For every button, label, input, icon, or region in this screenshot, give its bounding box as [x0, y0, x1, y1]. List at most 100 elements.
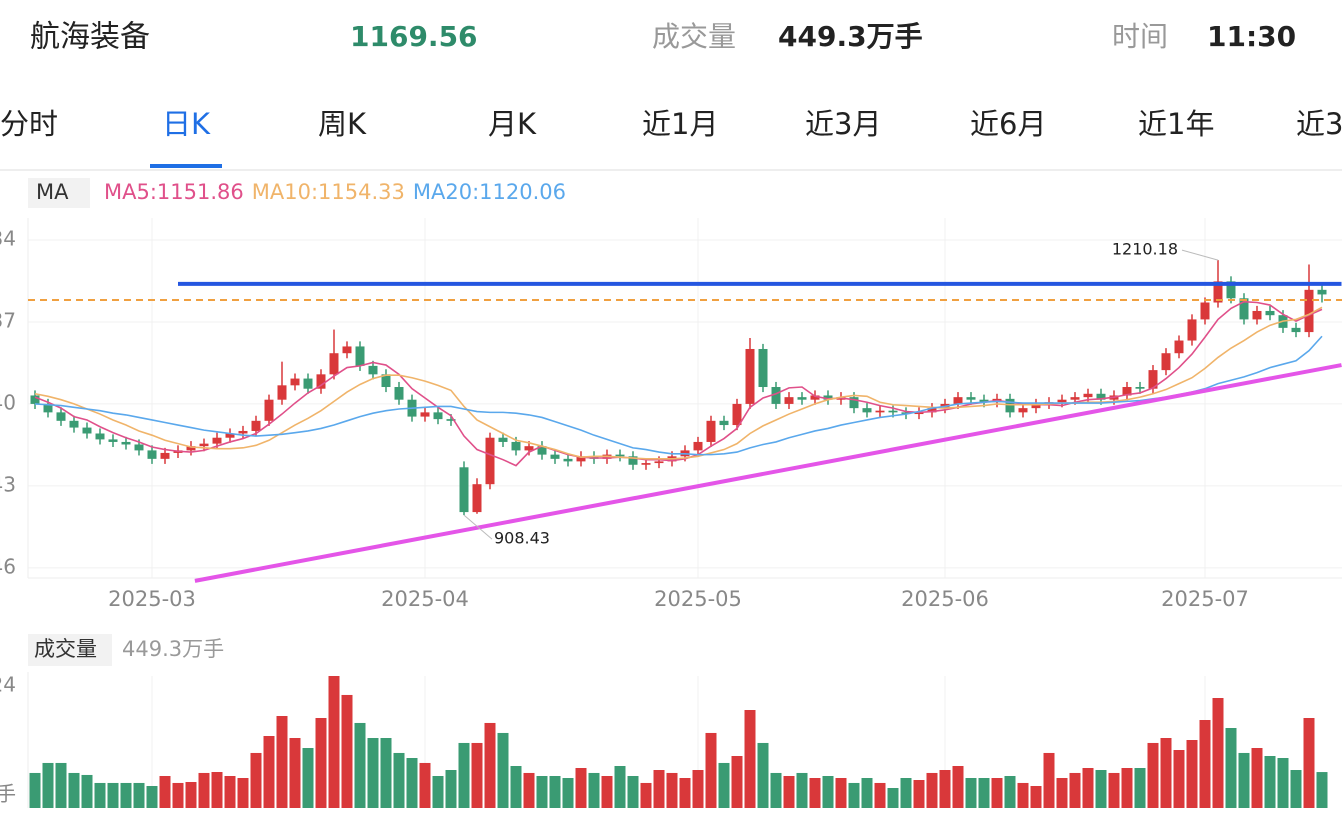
candle-body [862, 408, 872, 413]
candle-body [1096, 393, 1106, 400]
candle-body [745, 348, 755, 404]
candle-body [615, 454, 625, 457]
candle-body [1226, 281, 1236, 299]
volume-bar [263, 736, 275, 808]
candle-body [810, 395, 820, 400]
volume-bar [796, 772, 808, 808]
volume-bar [744, 710, 756, 808]
volume-bar [848, 782, 860, 808]
volume-bar [107, 782, 119, 808]
tab-underline [150, 164, 222, 168]
candle-body [69, 420, 79, 428]
legend-entry: MA10:1154.33 [252, 180, 405, 204]
tab[interactable]: 日K [162, 107, 211, 141]
volume-bar [1004, 776, 1016, 808]
tab[interactable]: 月K [488, 107, 537, 141]
volume-bar [1056, 778, 1068, 808]
volume-bar [55, 762, 67, 808]
volume-legend: 449.3万手 [122, 637, 224, 661]
candle-body [290, 378, 300, 386]
volume-bar [341, 694, 353, 808]
candle-body [875, 410, 885, 413]
volume-bar [315, 718, 327, 808]
candle-body [1304, 289, 1314, 333]
candle-body [1070, 397, 1080, 400]
candle-body [1317, 289, 1327, 295]
volume-bar [289, 738, 301, 808]
leader-line [463, 514, 493, 540]
candle-body [784, 397, 794, 404]
volume-bar [562, 778, 574, 808]
tab[interactable]: 近3 [1296, 107, 1342, 141]
tab[interactable]: 近1年 [1138, 107, 1214, 141]
candle-body [1161, 353, 1171, 371]
volume-bar [1290, 770, 1302, 808]
candle-body [1252, 310, 1262, 320]
volume-bar [1303, 718, 1315, 808]
x-tick-label: 2025-06 [901, 587, 989, 611]
volume-bar [445, 770, 457, 808]
tab[interactable]: 近3月 [805, 107, 881, 141]
candle-body [355, 346, 365, 366]
volume-bar [900, 778, 912, 808]
volume-bar [926, 772, 938, 808]
volume-bar [965, 778, 977, 808]
volume-bar [1225, 728, 1237, 808]
volume-bar [1121, 768, 1133, 808]
candle-body [1291, 327, 1301, 333]
volume-bar [198, 772, 210, 808]
extreme-label: 908.43 [494, 529, 550, 548]
volume-bar [1082, 768, 1094, 808]
volume-bar [1017, 782, 1029, 808]
volume-bar [783, 776, 795, 808]
volume-bar [250, 752, 262, 808]
candle-body [95, 433, 105, 440]
candle-body [472, 484, 482, 513]
candle-body [732, 403, 742, 426]
volume-label: 成交量 [652, 20, 736, 53]
volume-bar [484, 722, 496, 808]
volume-bar [276, 716, 288, 808]
stock-name: 航海装备 [30, 20, 150, 55]
volume-bar [978, 778, 990, 808]
candle-body [134, 444, 144, 451]
candle-body [1135, 387, 1145, 389]
y-tick-label: 1524 [0, 673, 16, 697]
volume-bar [94, 782, 106, 808]
candle-body [654, 461, 664, 464]
volume-bar [510, 766, 522, 808]
candle-body [1018, 408, 1028, 413]
volume-bar [731, 756, 743, 808]
y-tick-label: 846 [0, 554, 16, 578]
candle-body [1005, 398, 1015, 413]
volume-bar [1173, 750, 1185, 808]
candle-body [147, 450, 157, 459]
candle-body [498, 437, 508, 442]
ma-line [34, 300, 1323, 467]
volume-bar [614, 766, 626, 808]
volume-bar [1199, 720, 1211, 808]
volume-bar [120, 782, 132, 808]
candle-body [186, 446, 196, 451]
volume-bar [471, 742, 483, 808]
candle-body [1057, 399, 1067, 403]
volume-bar [458, 742, 470, 808]
volume-bar [1264, 756, 1276, 808]
volume-bar [42, 762, 54, 808]
tab[interactable]: 近6月 [970, 107, 1046, 141]
volume-bar [328, 676, 340, 808]
volume-bar [354, 722, 366, 808]
volume-bar [1238, 752, 1250, 808]
volume-bar [367, 738, 379, 808]
candle-body [121, 441, 131, 445]
volume-bar [549, 776, 561, 808]
volume-bar [406, 758, 418, 808]
tab[interactable]: 近1月 [642, 107, 718, 141]
candle-body [342, 346, 352, 354]
volume-bar [1043, 752, 1055, 808]
tab[interactable]: 周K [318, 107, 367, 141]
candle-body [927, 408, 937, 413]
candle-body [1265, 310, 1275, 316]
tab[interactable]: 分时 [0, 107, 58, 141]
candle-body [771, 387, 781, 404]
